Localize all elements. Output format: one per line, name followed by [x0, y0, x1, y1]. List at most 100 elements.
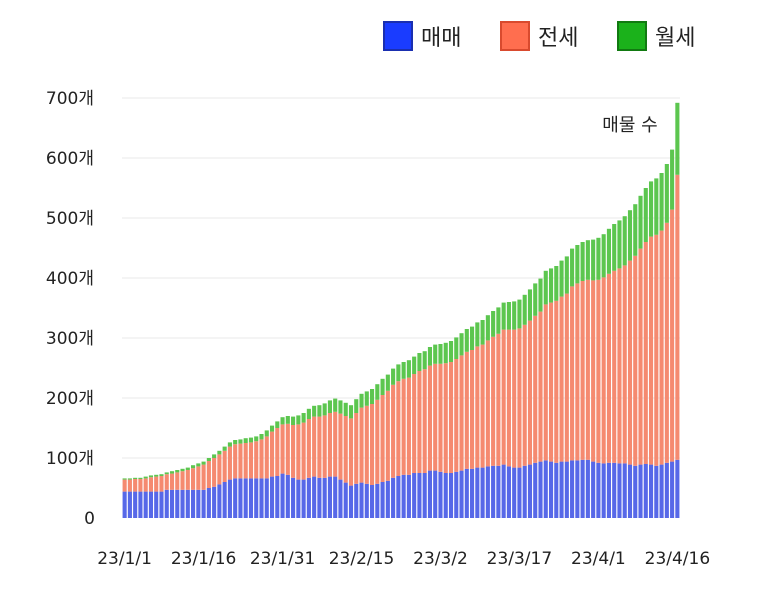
- bar-jeonse-10: [175, 472, 180, 490]
- bar-wolse-76: [522, 294, 527, 325]
- bar-jeonse-75: [517, 328, 522, 468]
- bar-wolse-89: [591, 239, 596, 281]
- bar-jeonse-51: [391, 384, 396, 478]
- bar-wolse-97: [633, 204, 638, 256]
- bar-sale-67: [475, 467, 480, 518]
- bar-jeonse-59: [433, 363, 438, 471]
- bar-sale-23: [243, 478, 248, 518]
- bar-jeonse-94: [617, 268, 622, 464]
- bar-wolse-77: [527, 289, 533, 321]
- bar-jeonse-80: [543, 304, 548, 461]
- bar-wolse-79: [538, 278, 543, 312]
- bar-sale-81: [548, 461, 554, 518]
- bar-sale-54: [406, 474, 411, 518]
- bar-wolse-92: [606, 228, 611, 274]
- bar-jeonse-93: [612, 270, 617, 463]
- bar-wolse-88: [585, 240, 590, 280]
- bar-sale-48: [375, 483, 380, 518]
- bar-sale-105: [675, 459, 680, 518]
- bar-wolse-19: [222, 446, 227, 451]
- bar-jeonse-42: [343, 416, 348, 483]
- bar-sale-3: [138, 491, 143, 518]
- bar-wolse-62: [448, 341, 454, 362]
- bar-jeonse-46: [364, 405, 369, 484]
- bar-jeonse-39: [327, 413, 332, 477]
- bar-wolse-53: [401, 362, 406, 379]
- x-tick-label-15: 23/1/16: [171, 549, 237, 569]
- bar-wolse-35: [306, 408, 311, 419]
- bar-sale-2: [133, 491, 138, 518]
- bar-sale-31: [285, 474, 290, 518]
- y-tick-label-0: 0: [84, 509, 95, 529]
- bar-jeonse-13: [191, 468, 196, 490]
- bar-wolse-45: [359, 393, 364, 408]
- bar-wolse-14: [196, 463, 201, 467]
- bar-wolse-98: [638, 195, 643, 249]
- bar-wolse-70: [491, 311, 496, 337]
- bar-wolse-30: [280, 417, 285, 425]
- bar-jeonse-90: [596, 279, 601, 463]
- bar-sale-92: [606, 462, 611, 518]
- bar-jeonse-20: [227, 446, 232, 480]
- bar-jeonse-22: [238, 443, 243, 479]
- bar-wolse-4: [143, 476, 148, 479]
- bar-wolse-91: [601, 234, 606, 278]
- bar-wolse-26: [259, 434, 264, 440]
- bar-wolse-18: [217, 450, 222, 455]
- bar-jeonse-4: [143, 478, 148, 492]
- bar-jeonse-1: [127, 479, 132, 492]
- bar-jeonse-66: [470, 350, 475, 469]
- bar-sale-102: [659, 464, 664, 518]
- bar-sale-75: [517, 467, 522, 518]
- bar-jeonse-64: [459, 355, 464, 471]
- bar-jeonse-44: [354, 413, 359, 484]
- bar-jeonse-55: [412, 374, 417, 473]
- bar-sale-0: [122, 491, 127, 518]
- bar-sale-32: [291, 477, 296, 518]
- bar-sale-44: [354, 483, 359, 518]
- legend-label-0: 매매: [421, 26, 461, 51]
- bar-wolse-57: [422, 351, 427, 370]
- bar-sale-40: [333, 476, 338, 518]
- bar-sale-21: [233, 478, 238, 518]
- bar-sale-56: [417, 473, 422, 518]
- bar-sale-1: [127, 491, 132, 518]
- bar-sale-33: [296, 479, 301, 518]
- bar-jeonse-33: [296, 424, 301, 480]
- bar-wolse-86: [575, 245, 580, 284]
- x-tick-label-30: 23/1/31: [250, 549, 316, 569]
- bar-jeonse-73: [506, 329, 511, 467]
- bar-sale-87: [580, 459, 585, 518]
- bar-sale-8: [164, 489, 169, 518]
- bar-wolse-82: [554, 266, 559, 301]
- bar-wolse-7: [159, 474, 164, 476]
- bar-jeonse-36: [312, 416, 317, 477]
- legend-label-1: 전세: [538, 26, 578, 51]
- bar-jeonse-37: [317, 416, 322, 478]
- bar-jeonse-27: [264, 436, 269, 479]
- bar-jeonse-48: [375, 399, 380, 484]
- x-tick-label-60: 23/3/2: [413, 549, 468, 569]
- bar-wolse-28: [269, 425, 275, 432]
- bar-sale-25: [254, 478, 259, 518]
- bar-sale-27: [264, 478, 269, 518]
- bar-sale-51: [391, 477, 396, 518]
- bar-sale-38: [322, 477, 327, 518]
- y-tick-label-100: 100개: [46, 449, 94, 469]
- bar-sale-9: [169, 489, 175, 518]
- bar-jeonse-95: [622, 265, 627, 464]
- bar-wolse-90: [596, 237, 601, 280]
- bar-wolse-25: [254, 436, 259, 442]
- bar-sale-36: [312, 476, 317, 518]
- bar-sale-59: [433, 470, 438, 518]
- gridlines: [122, 97, 680, 459]
- bar-jeonse-104: [670, 209, 675, 462]
- bar-wolse-99: [643, 188, 648, 242]
- bar-wolse-100: [648, 181, 654, 237]
- bar-wolse-27: [264, 430, 269, 437]
- bar-jeonse-5: [148, 477, 154, 492]
- bar-sale-97: [633, 465, 638, 518]
- bar-sale-28: [269, 476, 275, 518]
- bar-jeonse-47: [369, 404, 375, 485]
- bar-wolse-13: [191, 465, 196, 469]
